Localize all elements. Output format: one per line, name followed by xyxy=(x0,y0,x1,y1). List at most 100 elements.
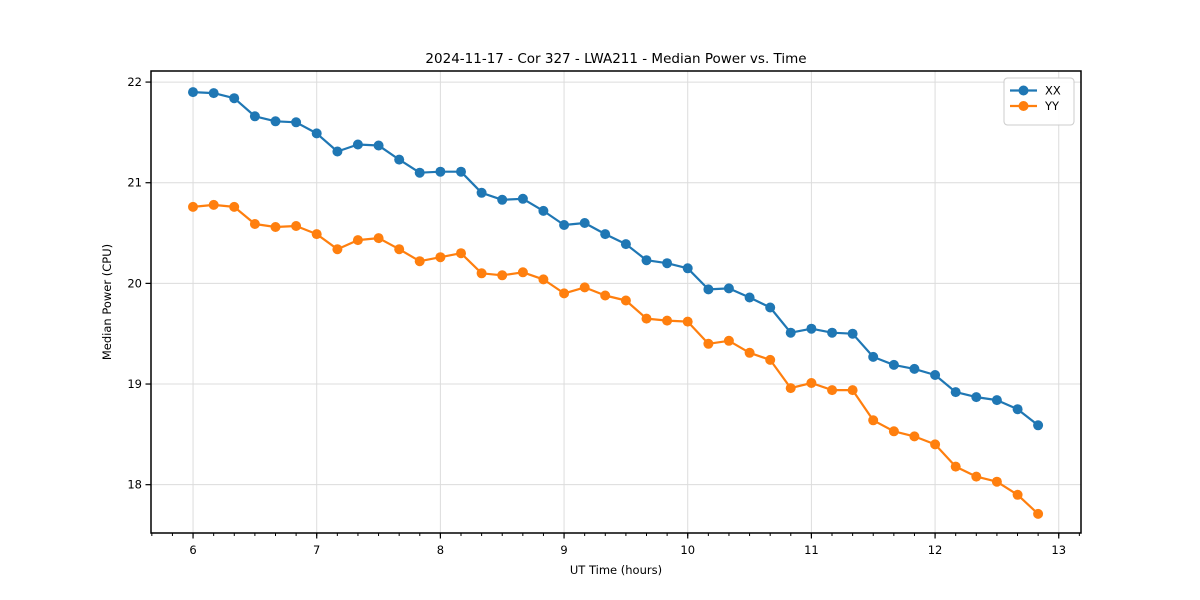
data-point-marker xyxy=(641,313,652,324)
y-axis-label: Median Power (CPU) xyxy=(100,244,114,360)
legend-entry-yy: YY xyxy=(1010,99,1060,113)
data-point-marker xyxy=(888,426,899,437)
data-point-marker xyxy=(806,323,817,334)
data-point-marker xyxy=(538,205,549,216)
data-point-marker xyxy=(1033,508,1044,519)
data-point-marker xyxy=(435,252,446,263)
data-point-marker xyxy=(270,222,281,232)
data-point-marker xyxy=(827,385,838,396)
data-point-marker xyxy=(888,359,899,370)
x-tick-label: 9 xyxy=(560,543,567,557)
data-point-marker xyxy=(249,111,260,122)
data-point-marker xyxy=(538,274,549,285)
data-point-marker xyxy=(868,351,879,362)
data-point-marker xyxy=(579,218,590,228)
data-point-marker xyxy=(765,354,776,365)
data-point-marker xyxy=(682,316,693,327)
data-point-marker xyxy=(971,392,982,403)
data-point-marker xyxy=(579,282,590,293)
data-point-marker xyxy=(765,302,776,313)
data-point-marker xyxy=(1012,489,1023,500)
data-point-marker xyxy=(476,268,487,279)
data-point-marker xyxy=(991,395,1002,406)
data-point-marker xyxy=(188,87,198,98)
chart-title: 2024-11-17 - Cor 327 - LWA211 - Median P… xyxy=(425,51,806,67)
data-point-marker xyxy=(270,116,281,127)
series-xx xyxy=(188,87,1044,431)
data-point-marker xyxy=(600,229,611,240)
x-tick-label: 11 xyxy=(804,543,819,557)
data-point-marker xyxy=(208,199,219,210)
data-point-marker xyxy=(517,267,528,278)
data-point-marker xyxy=(352,235,363,246)
legend-label: XX xyxy=(1045,84,1061,98)
data-point-marker xyxy=(620,295,631,306)
data-point-marker xyxy=(785,327,796,338)
x-tick-label: 7 xyxy=(313,543,320,557)
data-point-marker xyxy=(456,166,466,177)
data-point-marker xyxy=(373,140,384,151)
data-point-marker xyxy=(703,338,714,349)
data-point-marker xyxy=(311,229,322,240)
x-tick-label: 6 xyxy=(189,543,196,557)
x-tick-label: 8 xyxy=(437,543,444,557)
x-tick-label: 10 xyxy=(680,543,695,557)
data-point-marker xyxy=(291,221,302,231)
data-point-marker xyxy=(394,154,405,165)
data-point-marker xyxy=(620,239,631,250)
series-yy xyxy=(188,199,1044,519)
x-tick-label: 12 xyxy=(928,543,943,557)
data-point-marker xyxy=(703,284,714,295)
legend-marker-icon xyxy=(1018,85,1029,96)
series-group xyxy=(188,87,1044,519)
data-point-marker xyxy=(208,88,219,99)
x-axis-label: UT Time (hours) xyxy=(570,563,662,577)
y-tick-label: 20 xyxy=(127,276,142,290)
data-point-marker xyxy=(414,167,425,178)
data-point-marker xyxy=(517,193,528,204)
y-tick-label: 18 xyxy=(127,478,142,492)
data-point-marker xyxy=(291,117,302,128)
data-point-marker xyxy=(373,233,384,244)
data-point-marker xyxy=(435,166,446,177)
legend-label: YY xyxy=(1044,99,1060,113)
data-point-marker xyxy=(827,327,838,338)
grid xyxy=(151,71,1081,533)
data-point-marker xyxy=(414,256,425,267)
data-point-marker xyxy=(950,461,961,472)
y-tick-label: 21 xyxy=(127,176,142,190)
data-point-marker xyxy=(662,315,673,326)
data-point-marker xyxy=(991,476,1002,487)
data-point-marker xyxy=(641,255,652,266)
data-point-marker xyxy=(476,187,487,198)
data-point-marker xyxy=(950,387,961,398)
data-point-marker xyxy=(930,439,941,450)
data-point-marker xyxy=(1012,404,1023,415)
data-point-marker xyxy=(847,328,858,339)
legend-entry-xx: XX xyxy=(1010,84,1061,98)
data-point-marker xyxy=(847,385,858,396)
data-point-marker xyxy=(971,471,982,482)
data-point-marker xyxy=(868,415,879,426)
data-point-marker xyxy=(806,378,817,388)
data-point-marker xyxy=(744,292,755,303)
data-point-marker xyxy=(497,194,508,205)
data-point-marker xyxy=(909,431,920,442)
x-tick-label: 13 xyxy=(1051,543,1066,557)
data-point-marker xyxy=(723,283,734,294)
data-point-marker xyxy=(559,220,570,230)
legend-marker-icon xyxy=(1018,101,1029,111)
y-tick-label: 22 xyxy=(127,75,142,89)
y-tick-label: 19 xyxy=(127,377,142,391)
data-point-marker xyxy=(352,139,363,150)
data-point-marker xyxy=(909,363,920,374)
data-point-marker xyxy=(600,290,611,301)
data-point-marker xyxy=(456,248,466,259)
data-point-marker xyxy=(1033,420,1044,431)
data-point-marker xyxy=(662,258,673,269)
plot-border xyxy=(150,70,1082,534)
data-point-marker xyxy=(229,93,240,104)
data-point-marker xyxy=(497,270,508,281)
